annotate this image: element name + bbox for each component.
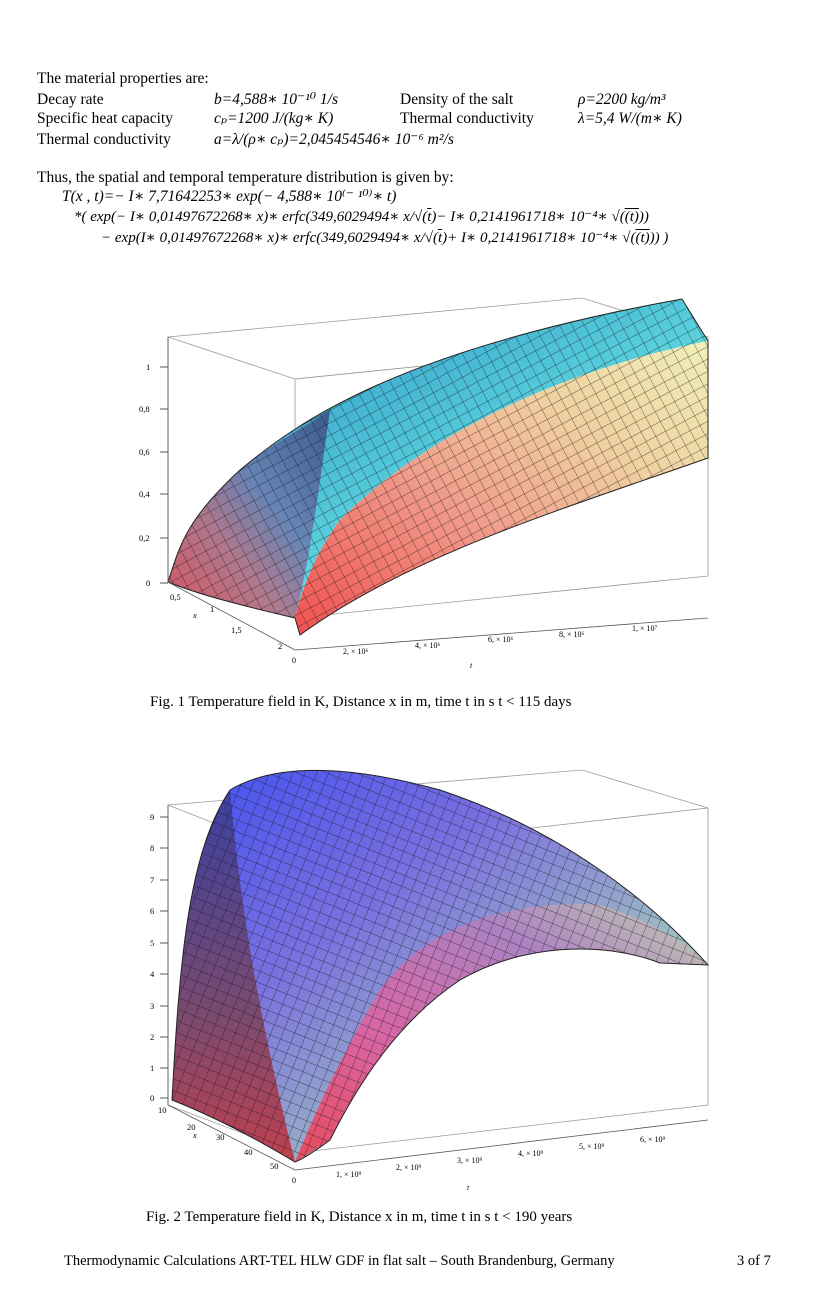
fig2-z-tick: 1 <box>150 1063 154 1073</box>
heat-capacity-value: cₚ=1200 J/(kg∗ K) <box>214 110 334 127</box>
fig2-caption: Fig. 2 Temperature field in K, Distance … <box>146 1209 573 1225</box>
diffusivity-value: a=λ/(ρ∗ cₚ)=2,045454546∗ 10⁻⁶ m²/s <box>214 131 454 148</box>
footer-text: Thermodynamic Calculations ART-TEL HLW G… <box>64 1253 615 1269</box>
fig1-z-tick: 0,6 <box>139 447 150 457</box>
fig2-t-tick: 2, × 10⁹ <box>396 1163 422 1172</box>
fig1-x-tick: 1,5 <box>231 625 242 635</box>
fig1-t-label: t <box>470 661 473 670</box>
fig2-x-ticks: 10 20 30 40 50 x <box>158 1105 279 1171</box>
fig2-plot: 0 1 2 3 4 5 6 7 8 9 10 20 30 40 50 x 0 1… <box>150 769 710 1192</box>
fig2-t-tick: 1, × 10⁹ <box>336 1170 362 1179</box>
fig2-t-ticks: 0 1, × 10⁹ 2, × 10⁹ 3, × 10⁹ 4, × 10⁹ 5,… <box>292 1135 666 1192</box>
fig2-x-tick: 40 <box>244 1147 253 1157</box>
fig2-z-tick: 7 <box>150 875 154 885</box>
fig2-z-tick: 2 <box>150 1032 154 1042</box>
fig1-x-tick: 0,5 <box>170 592 181 602</box>
fig2-z-tick: 4 <box>150 969 155 979</box>
fig1-caption: Fig. 1 Temperature field in K, Distance … <box>150 694 572 710</box>
conductivity-label: Thermal conductivity <box>400 110 534 127</box>
fig1-z-tick: 0,2 <box>139 533 150 543</box>
fig1-z-tick: 0,8 <box>139 404 150 414</box>
formula-line-3: − exp(I∗ 0,01497672268∗ x)∗ erfc(349,602… <box>101 230 669 246</box>
fig1-t-ticks: 0 2, × 10⁶ 4, × 10⁶ 6, × 10⁶ 8, × 10⁶ 1,… <box>292 624 658 670</box>
fig2-t-label: t <box>467 1183 470 1192</box>
fig1-t-tick: 0 <box>292 656 296 665</box>
decay-rate-label: Decay rate <box>37 91 104 108</box>
fig2-t-tick: 3, × 10⁹ <box>457 1156 483 1165</box>
fig1-x-tick: 2 <box>278 641 282 651</box>
fig1-t-tick: 1, × 10⁷ <box>632 624 658 633</box>
formula-line-2: *( exp(− I∗ 0,01497672268∗ x)∗ erfc(349,… <box>74 209 649 225</box>
heat-capacity-label: Specific heat capacity <box>37 110 173 127</box>
fig1-t-tick: 2, × 10⁶ <box>343 647 369 656</box>
fig1-t-tick: 4, × 10⁶ <box>415 641 441 650</box>
fig2-x-label: x <box>192 1130 197 1140</box>
conductivity-value: λ=5,4 W/(m∗ K) <box>578 110 682 127</box>
fig1-x-tick: 1 <box>210 604 214 614</box>
fig2-t-tick: 5, × 10⁹ <box>579 1142 605 1151</box>
fig1-z-ticks: 0 0,2 0,4 0,6 0,8 1 <box>139 362 168 588</box>
fig2-z-tick: 8 <box>150 843 154 853</box>
fig2-x-tick: 30 <box>216 1132 225 1142</box>
fig1-z-tick: 0 <box>146 578 150 588</box>
fig1-t-tick: 8, × 10⁶ <box>559 630 585 639</box>
decay-rate-value: b=4,588∗ 10⁻¹⁰ 1/s <box>214 91 338 108</box>
intro-line: The material properties are: <box>37 70 209 87</box>
density-label: Density of the salt <box>400 91 514 108</box>
fig2-z-tick: 9 <box>150 812 154 822</box>
fig2-z-tick: 5 <box>150 938 154 948</box>
fig2-z-ticks: 0 1 2 3 4 5 6 7 8 9 <box>150 812 168 1103</box>
formula-line-1: T(x , t)=− I∗ 7,71642253∗ exp(− 4,588∗ 1… <box>62 188 397 205</box>
fig2-t-tick: 0 <box>292 1176 296 1185</box>
fig2-x-tick: 20 <box>187 1122 196 1132</box>
fig2-x-tick: 10 <box>158 1105 167 1115</box>
fig1-x-ticks: 0,5 1 1,5 2 x <box>170 592 282 651</box>
diffusivity-label: Thermal conductivity <box>37 131 171 148</box>
fig1-x-label: x <box>192 610 197 620</box>
fig2-t-tick: 4, × 10⁹ <box>518 1149 544 1158</box>
density-value: ρ=2200 kg/m³ <box>578 91 666 108</box>
fig1-z-tick: 1 <box>146 362 150 372</box>
fig2-x-tick: 50 <box>270 1161 279 1171</box>
fig1-z-tick: 0,4 <box>139 489 150 499</box>
fig1-plot: 0 0,2 0,4 0,6 0,8 1 0,5 1 1,5 2 x 0 2, ×… <box>139 297 709 670</box>
fig2-z-tick: 3 <box>150 1001 154 1011</box>
fig2-z-tick: 0 <box>150 1093 154 1103</box>
fig2-z-tick: 6 <box>150 906 154 916</box>
fig2-t-tick: 6, × 10⁹ <box>640 1135 666 1144</box>
page-number: 3 of 7 <box>737 1253 771 1269</box>
distribution-intro: Thus, the spatial and temporal temperatu… <box>37 169 454 186</box>
fig1-t-tick: 6, × 10⁶ <box>488 635 514 644</box>
